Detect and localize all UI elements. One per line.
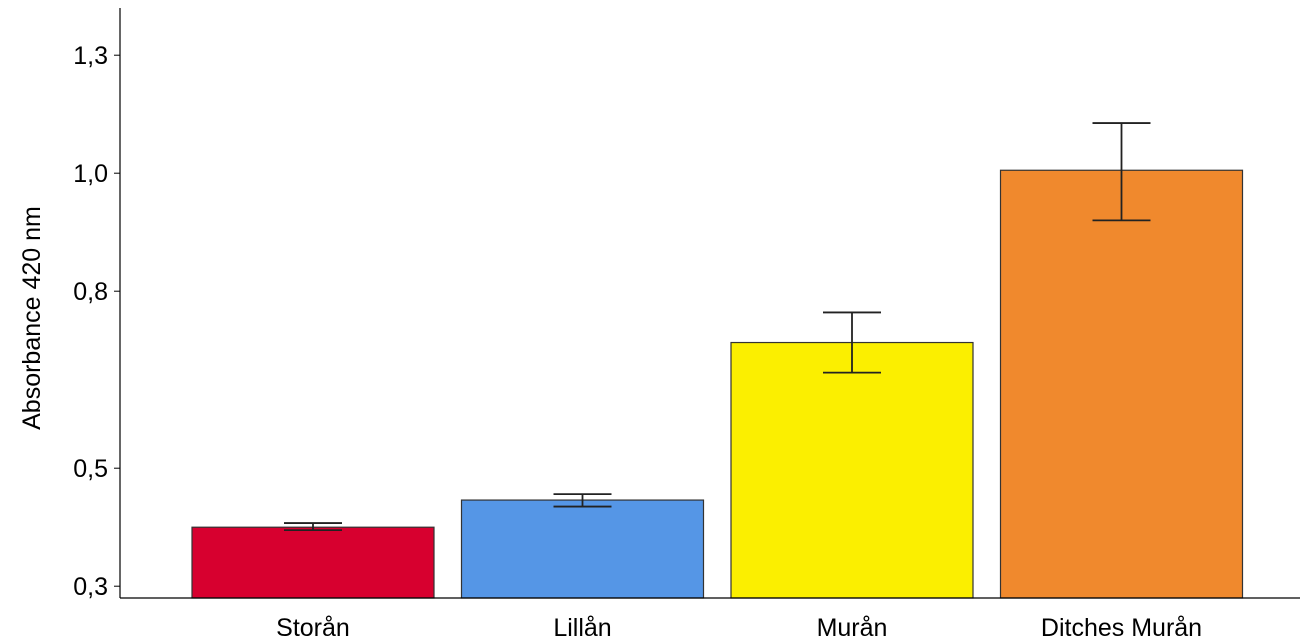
error-bar [1092, 122, 1151, 222]
y-tick-label: 1,0 [73, 160, 108, 188]
y-axis-title: Absorbance 420 nm [18, 206, 46, 430]
error-bars [284, 122, 1151, 532]
x-axis-ticks: Storån Lillån Murån Ditches Murån [276, 614, 1202, 642]
x-tick-label: Ditches Murån [1041, 614, 1202, 642]
bars [191, 169, 1244, 599]
bar-storån [191, 526, 435, 599]
error-bar [553, 493, 612, 508]
x-tick-label: Lillån [553, 614, 611, 642]
y-tick-label: 0,3 [73, 573, 108, 601]
axes [119, 8, 1300, 599]
y-tick-label: 0,8 [73, 278, 108, 306]
x-tick-label: Storån [276, 614, 350, 642]
bar-murån [730, 341, 974, 599]
y-tick-label: 1,3 [73, 42, 108, 70]
error-bar [823, 311, 881, 374]
bar-ditches-murån [999, 169, 1244, 599]
y-tick-label: 0,5 [73, 455, 108, 483]
x-tick-label: Murån [817, 614, 888, 642]
error-bar [284, 522, 342, 532]
y-axis-ticks: 0,3 0,5 0,8 1,0 1,3 [73, 42, 120, 601]
bar-lillån [460, 499, 705, 599]
